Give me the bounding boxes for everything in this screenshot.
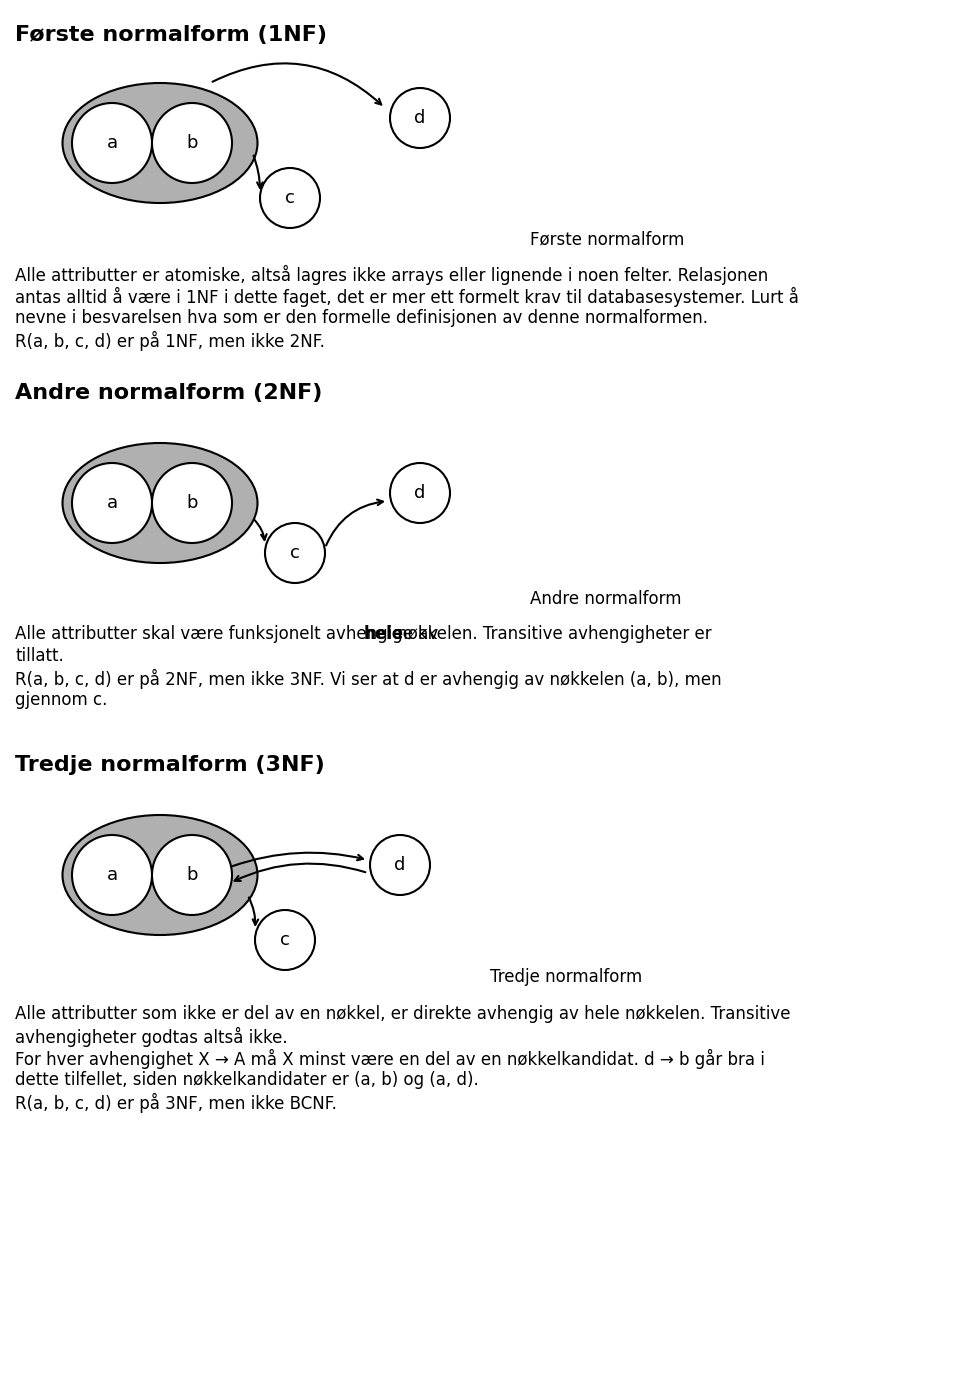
Text: c: c <box>290 544 300 562</box>
Text: dette tilfellet, siden nøkkelkandidater er (a, b) og (a, d).: dette tilfellet, siden nøkkelkandidater … <box>15 1071 479 1089</box>
Text: d: d <box>395 855 406 875</box>
Text: R(a, b, c, d) er på 3NF, men ikke BCNF.: R(a, b, c, d) er på 3NF, men ikke BCNF. <box>15 1093 337 1114</box>
Text: b: b <box>186 494 198 512</box>
Text: gjennom c.: gjennom c. <box>15 691 108 708</box>
Ellipse shape <box>62 816 257 935</box>
Circle shape <box>152 463 232 542</box>
Circle shape <box>370 835 430 895</box>
Text: Andre normalform (2NF): Andre normalform (2NF) <box>15 383 323 404</box>
Text: nevne i besvarelsen hva som er den formelle definisjonen av denne normalformen.: nevne i besvarelsen hva som er den forme… <box>15 309 708 327</box>
Text: tillatt.: tillatt. <box>15 647 63 665</box>
Text: R(a, b, c, d) er på 2NF, men ikke 3NF. Vi ser at d er avhengig av nøkkelen (a, b: R(a, b, c, d) er på 2NF, men ikke 3NF. V… <box>15 669 722 689</box>
Circle shape <box>260 168 320 228</box>
Text: nøkkelen. Transitive avhengigheter er: nøkkelen. Transitive avhengigheter er <box>392 625 711 643</box>
Text: Andre normalform: Andre normalform <box>530 590 682 608</box>
Text: hele: hele <box>364 625 403 643</box>
Text: b: b <box>186 135 198 152</box>
Text: a: a <box>107 866 117 884</box>
Circle shape <box>152 835 232 914</box>
Text: a: a <box>107 135 117 152</box>
Circle shape <box>255 910 315 969</box>
Text: Alle attributter er atomiske, altså lagres ikke arrays eller lignende i noen fel: Alle attributter er atomiske, altså lagr… <box>15 265 768 286</box>
Text: avhengigheter godtas altså ikke.: avhengigheter godtas altså ikke. <box>15 1027 288 1048</box>
Ellipse shape <box>62 82 257 203</box>
Text: R(a, b, c, d) er på 1NF, men ikke 2NF.: R(a, b, c, d) er på 1NF, men ikke 2NF. <box>15 331 324 351</box>
Text: b: b <box>186 866 198 884</box>
Text: antas alltid å være i 1NF i dette faget, det er mer ett formelt krav til databas: antas alltid å være i 1NF i dette faget,… <box>15 287 799 308</box>
Circle shape <box>390 463 450 523</box>
Text: Første normalform (1NF): Første normalform (1NF) <box>15 25 327 45</box>
Text: Alle attributter som ikke er del av en nøkkel, er direkte avhengig av hele nøkke: Alle attributter som ikke er del av en n… <box>15 1005 790 1023</box>
Circle shape <box>152 103 232 183</box>
Circle shape <box>72 463 152 542</box>
Circle shape <box>390 88 450 148</box>
Text: Alle attributter skal være funksjonelt avhengige av: Alle attributter skal være funksjonelt a… <box>15 625 444 643</box>
Circle shape <box>72 103 152 183</box>
Ellipse shape <box>62 443 257 563</box>
Text: Tredje normalform (3NF): Tredje normalform (3NF) <box>15 755 324 774</box>
Text: Tredje normalform: Tredje normalform <box>490 968 642 986</box>
Text: Første normalform: Første normalform <box>530 231 684 249</box>
Text: d: d <box>415 485 425 503</box>
Text: a: a <box>107 494 117 512</box>
Text: d: d <box>415 108 425 126</box>
Text: c: c <box>285 189 295 207</box>
Circle shape <box>72 835 152 914</box>
Text: c: c <box>280 931 290 949</box>
Text: For hver avhengighet X → A må X minst være en del av en nøkkelkandidat. d → b gå: For hver avhengighet X → A må X minst væ… <box>15 1049 765 1070</box>
Circle shape <box>265 523 325 584</box>
